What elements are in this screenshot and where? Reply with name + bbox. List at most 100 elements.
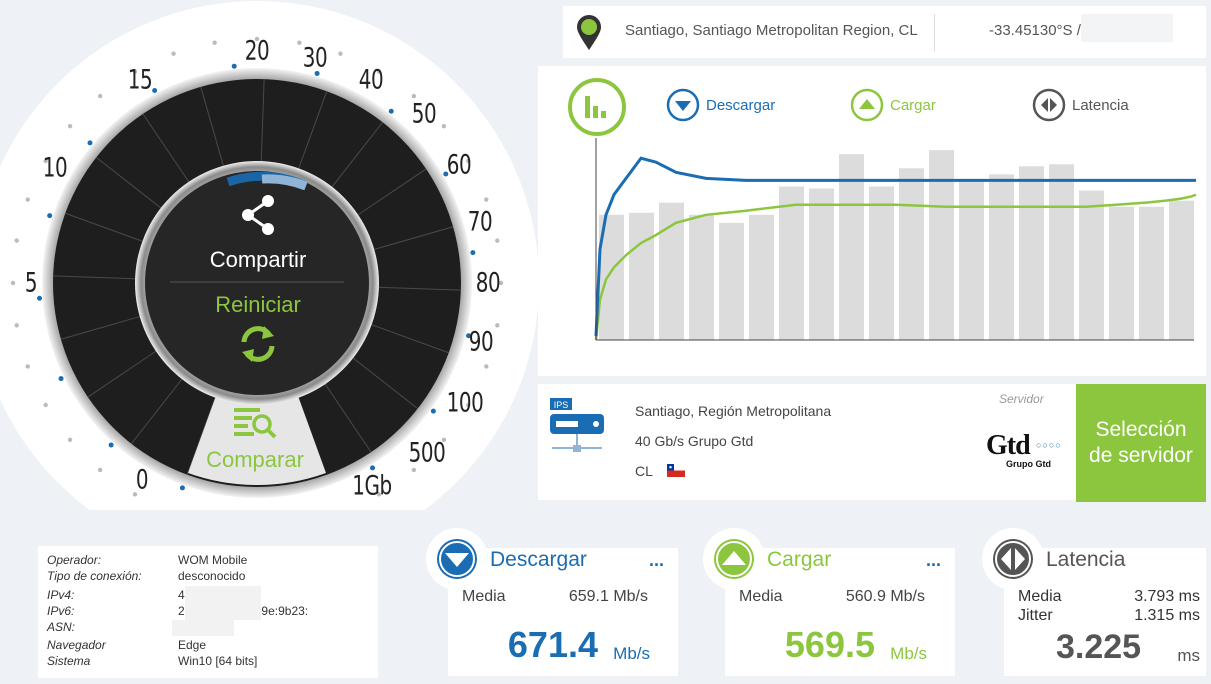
redacted-area: [172, 620, 234, 636]
logo-subtext: Grupo Gtd: [1006, 459, 1051, 469]
info-row-operator: Operador: WOM Mobile: [47, 553, 248, 567]
gauge-tick-label: 1Gb: [352, 470, 392, 502]
server-caption: Servidor: [999, 392, 1044, 406]
restart-button[interactable]: Reiniciar: [178, 292, 338, 372]
info-row-asn: ASN:: [47, 620, 76, 634]
gauge-tick-label: 0: [135, 464, 149, 496]
chart-bar: [869, 186, 894, 340]
gauge-tick-label: 100: [446, 387, 484, 419]
gauge-tick-label: 90: [468, 326, 494, 358]
chart-bar: [1169, 200, 1194, 340]
server-name: Santiago, Región Metropolitana: [635, 403, 832, 419]
gauge-tick-label: 500: [408, 437, 446, 469]
chart-bar: [689, 214, 714, 340]
location-coords: -33.45130°S / -: [989, 22, 1091, 39]
speed-chart: [594, 138, 1197, 341]
latency-result-icon: [982, 528, 1044, 590]
chart-bar: [1019, 166, 1044, 340]
upload-result-card: Cargar ... Media 560.9 Mb/s 569.5 Mb/s: [703, 528, 955, 676]
compare-button[interactable]: Comparar: [180, 406, 330, 472]
server-icon: IPS: [550, 398, 604, 452]
download-result-icon: [426, 528, 488, 590]
chart-bar: [839, 154, 864, 340]
gauge-tick-label: 10: [42, 152, 68, 184]
chart-bar: [959, 180, 984, 340]
upload-unit: Mb/s: [890, 644, 927, 663]
chart-bar: [659, 202, 684, 340]
redacted-area: [185, 586, 261, 620]
share-label: Compartir: [209, 247, 307, 272]
chart-bar: [989, 174, 1014, 340]
upload-title: Cargar: [767, 548, 832, 571]
upload-value: 569.5: [784, 624, 875, 665]
divider: [934, 14, 935, 52]
latency-value: 3.225: [1056, 628, 1142, 666]
jitter-value: 1.315 ms: [1134, 607, 1200, 624]
latency-avg-value: 3.793 ms: [1134, 588, 1200, 605]
chart-bar: [629, 212, 654, 340]
upload-series-line: [594, 193, 1197, 341]
gauge-tick-label: 60: [446, 149, 472, 181]
refresh-icon: [241, 326, 275, 362]
chart-bar: [1079, 190, 1104, 340]
latency-avg-label: Media: [1018, 588, 1062, 605]
gauge-tick-label: 30: [302, 42, 328, 74]
download-icon: [666, 88, 700, 122]
chart-bar: [1049, 164, 1074, 340]
chart-bar: [809, 188, 834, 340]
location-bar: Santiago, Santiago Metropolitan Region, …: [563, 6, 1206, 58]
upload-avg-value: 560.9 Mb/s: [845, 588, 925, 605]
chart-bar: [749, 214, 774, 340]
logo-dots: ○○○○: [1036, 440, 1062, 450]
legend-latency[interactable]: Latencia: [1032, 88, 1129, 122]
chart-bar: [719, 222, 744, 340]
server-country: CL: [635, 463, 653, 479]
legend-latency-label: Latencia: [1072, 96, 1129, 114]
gauge-tick-label: 50: [411, 98, 437, 130]
gauge-tick-label: 20: [244, 35, 270, 67]
chart-bar: [779, 186, 804, 340]
info-row-ipv4: IPv4: 4: [47, 588, 185, 602]
upload-avg-label: Media: [739, 588, 783, 605]
download-icon: [437, 539, 477, 579]
legend-download-label: Descargar: [706, 96, 776, 114]
latency-icon: [1032, 88, 1066, 122]
ips-badge: IPS: [554, 400, 569, 410]
restart-label: Reiniciar: [215, 292, 301, 317]
download-more-button[interactable]: ...: [648, 550, 664, 570]
chart-bar: [929, 150, 954, 340]
chart-bar: [1139, 206, 1164, 340]
redacted-area: [1081, 14, 1173, 42]
upload-icon: [714, 539, 754, 579]
download-title: Descargar: [490, 548, 587, 571]
chart-icon: [568, 78, 626, 136]
download-series-line: [594, 156, 1196, 337]
compare-icon: [234, 408, 277, 439]
upload-result-icon: [703, 528, 765, 590]
download-unit: Mb/s: [613, 644, 650, 663]
location-pin-icon: [577, 15, 601, 50]
gauge-sectors: [53, 79, 461, 475]
server-panel: IPS Santiago, Región Metropolitana 40 Gb…: [538, 384, 1076, 500]
gauge-tick-label: 15: [127, 64, 153, 96]
speed-chart-panel: Descargar Cargar Latencia: [538, 66, 1206, 376]
location-city: Santiago, Santiago Metropolitan Region, …: [625, 22, 918, 39]
download-value: 671.4: [507, 624, 598, 665]
upload-more-button[interactable]: ...: [925, 550, 941, 570]
latency-title: Latencia: [1046, 548, 1126, 571]
connection-info-panel: Operador: WOM Mobile Tipo de conexión: d…: [38, 546, 378, 678]
chart-bar: [899, 168, 924, 340]
download-avg-value: 659.1 Mb/s: [568, 588, 648, 605]
legend-upload[interactable]: Cargar: [850, 88, 936, 122]
latency-unit: ms: [1177, 646, 1200, 665]
speed-gauge: 0 5 10 15 20 30 40 50 60 70 80 90 100 500 1Gb Comparti…: [0, 0, 560, 510]
latency-result-card: Latencia Media 3.793 ms Jitter 1.315 ms …: [982, 528, 1206, 676]
legend-download[interactable]: Descargar: [666, 88, 775, 122]
gauge-tick-label: 40: [358, 64, 384, 96]
share-button[interactable]: Compartir: [178, 192, 338, 292]
gauge-dial: [0, 1, 539, 510]
chile-flag-icon: [667, 464, 685, 477]
legend-upload-label: Cargar: [890, 96, 936, 114]
select-server-button[interactable]: Selección de servidor: [1076, 384, 1206, 502]
chart-bar: [1109, 206, 1134, 340]
